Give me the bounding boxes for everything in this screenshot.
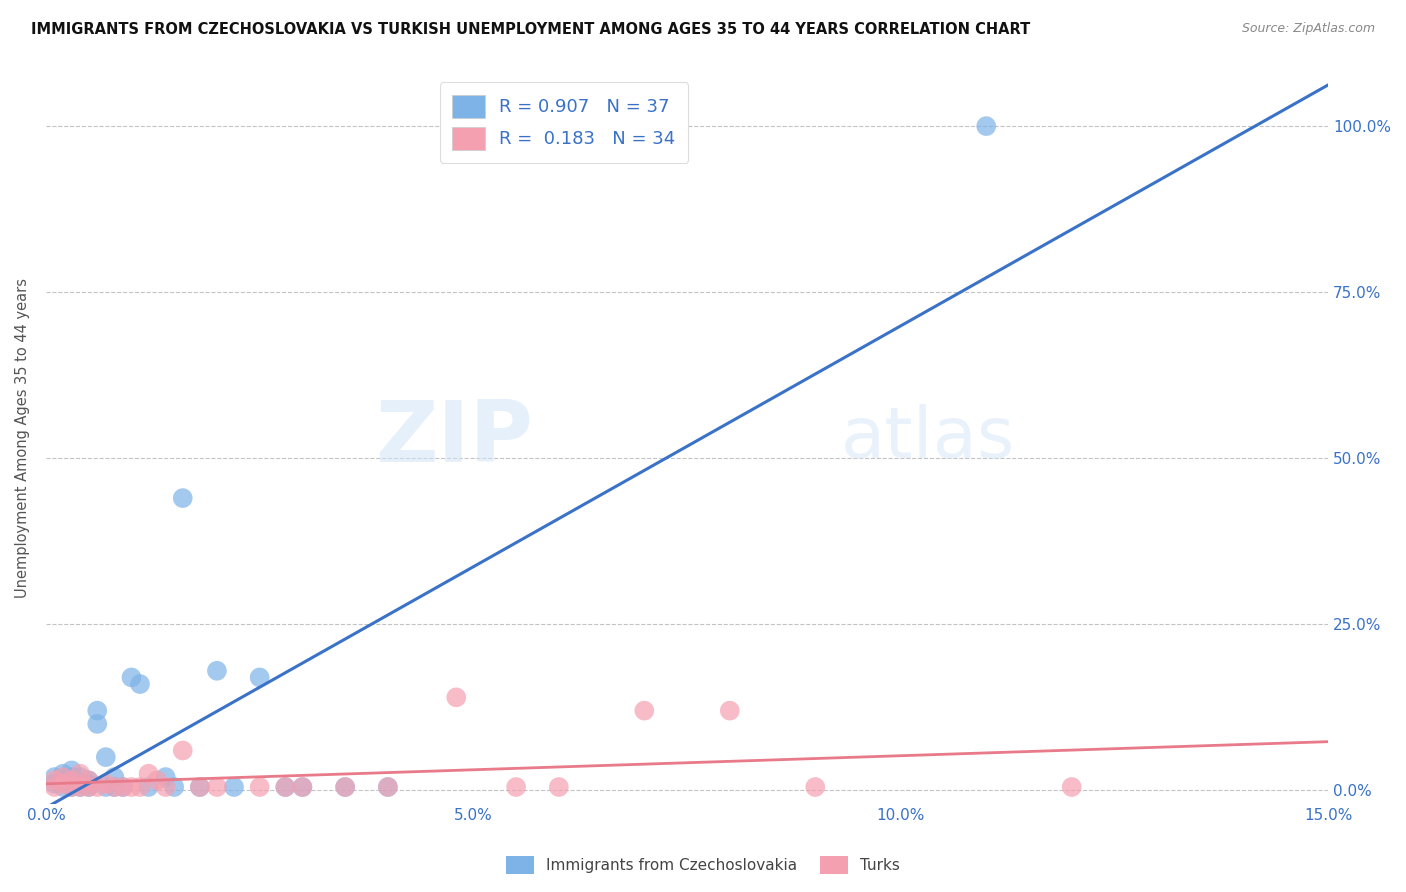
Point — [377, 780, 399, 794]
Point — [804, 780, 827, 794]
Point — [69, 766, 91, 780]
Point — [44, 780, 66, 794]
Point — [333, 780, 356, 794]
Point — [77, 773, 100, 788]
Point — [52, 777, 75, 791]
Y-axis label: Unemployment Among Ages 35 to 44 years: Unemployment Among Ages 35 to 44 years — [15, 278, 30, 599]
Point — [103, 780, 125, 794]
Point — [129, 780, 152, 794]
Point — [69, 770, 91, 784]
Point — [274, 780, 297, 794]
Point — [77, 773, 100, 788]
Point — [86, 704, 108, 718]
Point — [103, 780, 125, 794]
Point — [146, 773, 169, 788]
Point — [69, 777, 91, 791]
Legend: Immigrants from Czechoslovakia, Turks: Immigrants from Czechoslovakia, Turks — [501, 850, 905, 880]
Point — [77, 780, 100, 794]
Point — [52, 766, 75, 780]
Point — [188, 780, 211, 794]
Point — [60, 770, 83, 784]
Point — [52, 773, 75, 788]
Text: IMMIGRANTS FROM CZECHOSLOVAKIA VS TURKISH UNEMPLOYMENT AMONG AGES 35 TO 44 YEARS: IMMIGRANTS FROM CZECHOSLOVAKIA VS TURKIS… — [31, 22, 1031, 37]
Point — [44, 773, 66, 788]
Point — [94, 750, 117, 764]
Point — [222, 780, 245, 794]
Point — [94, 777, 117, 791]
Point — [111, 780, 134, 794]
Point — [163, 780, 186, 794]
Point — [103, 770, 125, 784]
Point — [274, 780, 297, 794]
Point — [138, 780, 160, 794]
Point — [172, 743, 194, 757]
Point — [205, 664, 228, 678]
Point — [291, 780, 314, 794]
Point — [69, 780, 91, 794]
Point — [155, 770, 177, 784]
Point — [60, 780, 83, 794]
Point — [138, 766, 160, 780]
Point — [249, 670, 271, 684]
Point — [111, 780, 134, 794]
Point — [120, 670, 142, 684]
Point — [77, 777, 100, 791]
Legend: R = 0.907   N = 37, R =  0.183   N = 34: R = 0.907 N = 37, R = 0.183 N = 34 — [440, 82, 688, 162]
Point — [60, 764, 83, 778]
Point — [1060, 780, 1083, 794]
Point — [505, 780, 527, 794]
Point — [94, 780, 117, 794]
Point — [52, 770, 75, 784]
Text: Source: ZipAtlas.com: Source: ZipAtlas.com — [1241, 22, 1375, 36]
Point — [129, 677, 152, 691]
Point — [44, 777, 66, 791]
Point — [60, 777, 83, 791]
Point — [155, 780, 177, 794]
Point — [60, 773, 83, 788]
Text: atlas: atlas — [841, 404, 1015, 473]
Point — [86, 717, 108, 731]
Point — [172, 491, 194, 505]
Point — [52, 780, 75, 794]
Point — [377, 780, 399, 794]
Point — [44, 770, 66, 784]
Point — [547, 780, 569, 794]
Point — [974, 119, 997, 133]
Point — [86, 780, 108, 794]
Point — [205, 780, 228, 794]
Point — [188, 780, 211, 794]
Text: ZIP: ZIP — [375, 397, 533, 480]
Point — [77, 780, 100, 794]
Point — [249, 780, 271, 794]
Point — [446, 690, 468, 705]
Point — [291, 780, 314, 794]
Point — [333, 780, 356, 794]
Point — [718, 704, 741, 718]
Point — [120, 780, 142, 794]
Point — [60, 780, 83, 794]
Point — [69, 780, 91, 794]
Point — [633, 704, 655, 718]
